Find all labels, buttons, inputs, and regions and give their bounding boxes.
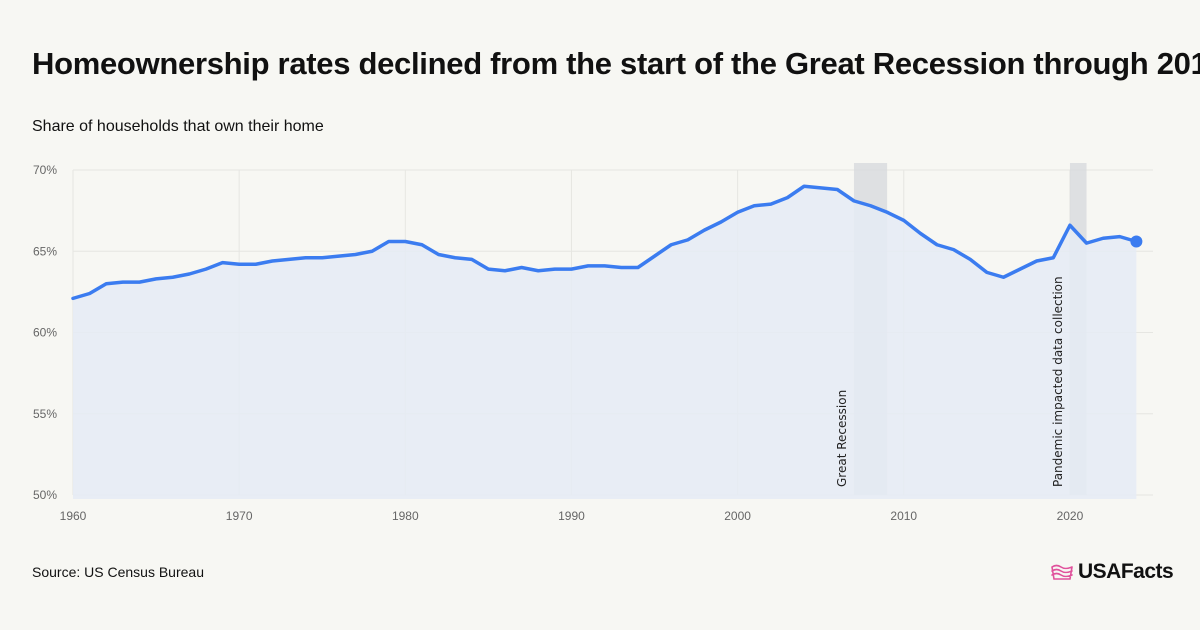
logo-text: USAFacts [1078,560,1174,583]
us-flag-icon [1051,564,1073,580]
y-tick-label: 50% [33,488,57,502]
last-data-point [1130,235,1143,248]
x-tick-label: 2020 [1057,509,1084,523]
x-tick-label: 1960 [60,509,87,523]
y-tick-label: 55% [33,407,57,421]
y-tick-label: 60% [33,326,57,340]
series-area [73,186,1137,499]
shaded-band-label: Pandemic impacted data collection [1051,276,1065,487]
x-tick-label: 1980 [392,509,419,523]
source-note: Source: US Census Bureau [32,564,204,580]
y-tick-label: 65% [33,244,57,258]
y-tick-label: 70% [33,163,57,177]
x-tick-label: 2010 [890,509,917,523]
usafacts-logo[interactable]: USAFacts [1050,560,1174,584]
tick-labels-layer: 50% 55% 60% 65% 70% 1960 1970 1980 1990 2000 2010 2… [33,163,1084,523]
x-tick-label: 2000 [724,509,751,523]
line-layer [71,184,1143,301]
chart-title: Homeownership rates declined from the st… [32,46,1200,81]
series-line [71,184,1139,301]
x-tick-label: 1970 [226,509,253,523]
x-tick-label: 1990 [558,509,585,523]
chart-subtitle: Share of households that own their home [32,118,324,135]
area-layer [73,186,1137,499]
shaded-band-label: Great Recession [835,390,849,487]
